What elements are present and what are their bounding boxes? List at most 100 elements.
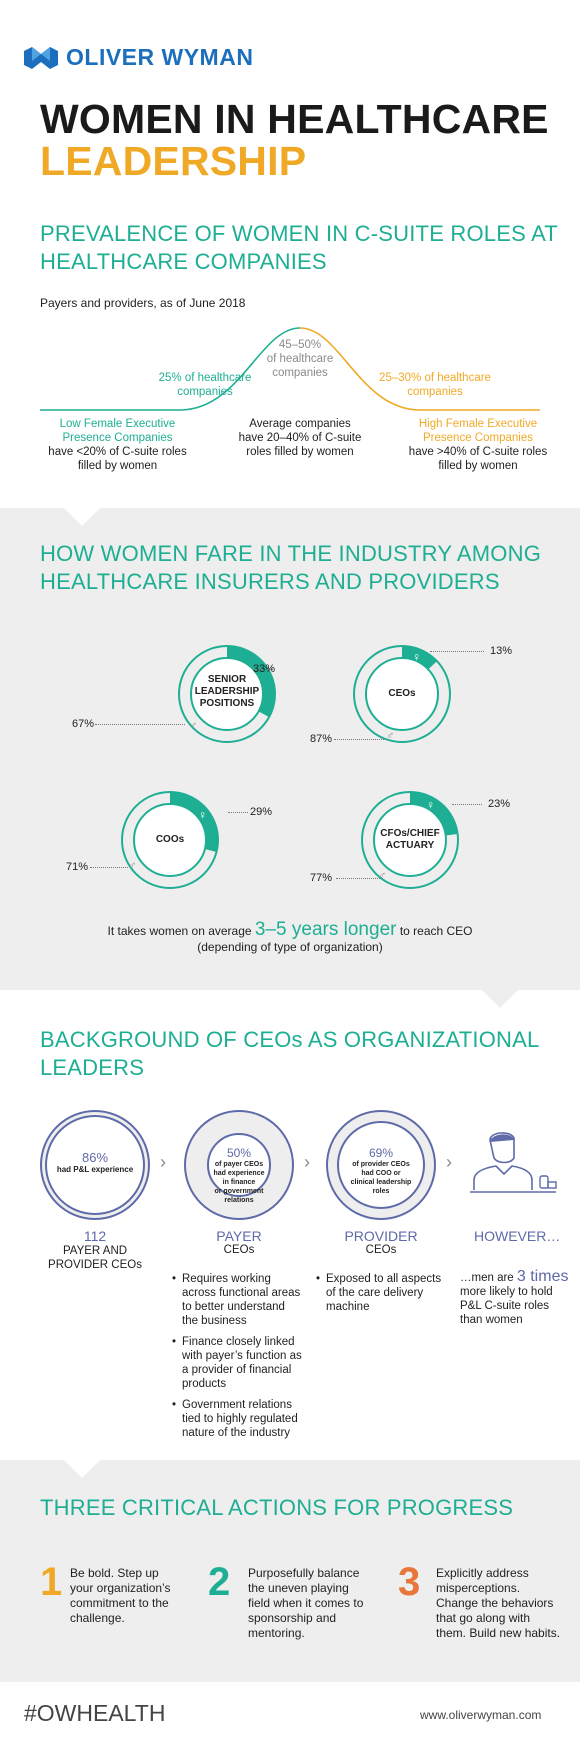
col3-label: PROVIDER CEOs	[316, 1228, 446, 1256]
col2-title: PAYER	[216, 1228, 262, 1244]
note-highlight: 3–5 years longer	[254, 919, 397, 940]
payer-bullets: Requires working across functional areas…	[172, 1272, 304, 1447]
col1-pct: 86%	[81, 1150, 109, 1165]
oliver-wyman-logo-icon	[24, 46, 58, 69]
note-suffix: to reach CEO	[399, 924, 473, 938]
col1-label1: PAYER AND	[62, 1245, 128, 1257]
chevron-right-icon: ›	[446, 1152, 452, 1172]
high-title1: High Female Executive	[418, 418, 538, 430]
col3-inner-line: of provider CEOs	[352, 1161, 410, 1168]
section-notch-bottom	[482, 990, 518, 1008]
provider-bullets: Exposed to all aspects of the care deliv…	[316, 1272, 444, 1321]
bullet-item: Exposed to all aspects of the care deliv…	[316, 1272, 444, 1314]
page-title-line1: WOMEN IN HEALTHCARE	[40, 96, 549, 142]
prevalence-subtitle: Payers and providers, as of June 2018	[40, 296, 246, 310]
low-title1: Low Female Executive	[59, 418, 176, 430]
col3-inner-line: roles	[372, 1188, 390, 1195]
action-text: Explicitly address misperceptions. Chang…	[436, 1566, 561, 1640]
page-title-line2: LEADERSHIP	[40, 138, 307, 184]
brand-logo: OLIVER WYMAN	[24, 44, 253, 71]
right-annotation: 25–30% of healthcare companies	[370, 371, 500, 399]
industry-note: It takes women on average 3–5 years long…	[40, 919, 540, 955]
bullet-item: Finance closely linked with payer’s func…	[172, 1335, 304, 1391]
avg-desc2: roles filled by women	[246, 446, 354, 458]
distribution-curve	[40, 327, 540, 411]
note-line2: (depending of type of organization)	[197, 940, 383, 954]
action-number: 1	[40, 1560, 63, 1604]
low-desc1: have <20% of C-suite roles	[48, 446, 187, 458]
average-group: Average companies have 20–40% of C-suite…	[222, 417, 378, 459]
industry-heading-line2: HEALTHCARE INSURERS AND PROVIDERS	[40, 569, 500, 594]
low-title2: Presence Companies	[62, 432, 173, 444]
footer-hashtag: #OWHEALTH	[24, 1700, 166, 1726]
peak-label2: companies	[272, 367, 328, 379]
provider-inner	[337, 1121, 425, 1209]
left-pct: 25% of healthcare	[158, 372, 252, 384]
col4-text: …men are 3 times more likely to hold P&L…	[460, 1268, 570, 1327]
right-pct: 25–30% of healthcare	[379, 372, 491, 384]
col4-highlight: 3 times	[516, 1268, 569, 1285]
action-number: 2	[208, 1560, 231, 1604]
col4-title: HOWEVER…	[474, 1228, 561, 1244]
left-annotation: 25% of healthcare companies	[140, 371, 270, 399]
low-presence-group: Low Female Executive Presence Companies …	[40, 417, 195, 473]
col1-stat: 86% had P&L experience	[40, 1150, 150, 1174]
actions-section	[0, 1460, 580, 1682]
background-heading-line2: LEADERS	[40, 1055, 145, 1080]
low-desc2: filled by women	[77, 460, 158, 472]
payer-inner	[207, 1133, 271, 1197]
action-text: Be bold. Step up your organization’s com…	[70, 1566, 171, 1625]
peak-annotation: 45–50% of healthcare companies	[250, 338, 350, 380]
background-heading-line1: BACKGROUND OF CEOs AS ORGANIZATIONAL	[40, 1027, 540, 1052]
industry-heading: HOW WOMEN FARE IN THE INDUSTRY AMONG HEA…	[40, 540, 541, 596]
col3-stat: 69% of provider CEOs had COO or clinical…	[326, 1146, 436, 1196]
col4-prefix: …men are	[460, 1272, 514, 1284]
note-prefix: It takes women on average	[107, 924, 252, 938]
col2-pct: 50%	[226, 1146, 252, 1160]
high-desc2: filled by women	[438, 460, 518, 472]
col2-inner-line: had experience	[213, 1170, 265, 1177]
col3-inner-line: had COO or	[361, 1170, 401, 1177]
col4-rest: more likely to hold P&L C-suite roles th…	[460, 1286, 553, 1326]
pl-experience-inner	[45, 1115, 145, 1215]
action-number: 3	[398, 1560, 421, 1604]
industry-section	[0, 508, 580, 990]
section-notch	[64, 508, 100, 526]
prevalence-heading-line2: HEALTHCARE COMPANIES	[40, 249, 327, 274]
right-label: companies	[407, 386, 463, 398]
background-heading: BACKGROUND OF CEOs AS ORGANIZATIONAL LEA…	[40, 1026, 539, 1082]
chevron-right-icon: ›	[160, 1152, 166, 1172]
footer-url[interactable]: www.oliverwyman.com	[420, 1708, 542, 1722]
col3-pct: 69%	[368, 1146, 394, 1160]
col2-inner-line: of payer CEOs	[214, 1161, 264, 1168]
brand-name: OLIVER WYMAN	[66, 44, 254, 70]
prevalence-heading-line1: PREVALENCE OF WOMEN IN C-SUITE ROLES AT	[40, 221, 558, 246]
col1-inner: had P&L experience	[56, 1165, 134, 1174]
businessman-icon	[470, 1132, 557, 1193]
col2-inner-line: or government	[214, 1188, 264, 1195]
action-text: Purposefully balance the uneven playing …	[248, 1566, 364, 1640]
prevalence-heading: PREVALENCE OF WOMEN IN C-SUITE ROLES AT …	[40, 220, 558, 276]
col2-label: PAYER CEOs	[174, 1228, 304, 1256]
actions-heading: THREE CRITICAL ACTIONS FOR PROGRESS	[40, 1495, 514, 1520]
col3-inner-line: clinical leadership	[350, 1179, 412, 1186]
col2-inner-line: relations	[224, 1197, 254, 1204]
col1-label: 112 PAYER AND PROVIDER CEOs	[30, 1228, 160, 1272]
bullet-item: Requires working across functional areas…	[172, 1272, 304, 1328]
col1-number: 112	[83, 1228, 107, 1244]
bullet-item: Government relations tied to highly regu…	[172, 1398, 304, 1440]
left-label: companies	[177, 386, 233, 398]
col2-sub: CEOs	[223, 1244, 255, 1256]
avg-desc1: have 20–40% of C-suite	[238, 432, 362, 444]
col3-title: PROVIDER	[344, 1228, 418, 1244]
industry-heading-line1: HOW WOMEN FARE IN THE INDUSTRY AMONG	[40, 541, 542, 566]
avg-title: Average companies	[249, 418, 351, 430]
col2-inner-line: in finance	[222, 1179, 256, 1186]
chevron-right-icon: ›	[304, 1152, 310, 1172]
peak-pct: 45–50%	[278, 339, 322, 351]
peak-label1: of healthcare	[266, 353, 334, 365]
col2-stat: 50% of payer CEOs had experience in fina…	[184, 1146, 294, 1205]
col3-sub: CEOs	[365, 1244, 397, 1256]
high-desc1: have >40% of C-suite roles	[408, 446, 548, 458]
high-title2: Presence Companies	[423, 432, 533, 444]
